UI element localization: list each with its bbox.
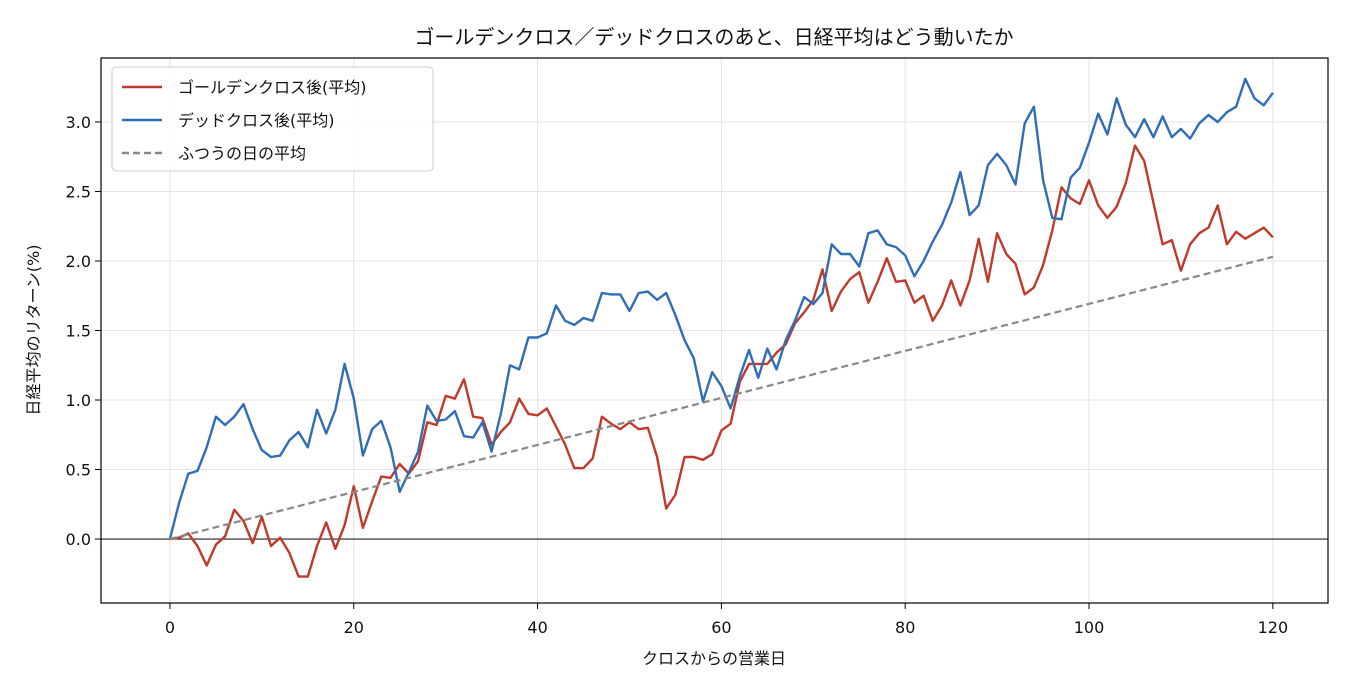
series-layer xyxy=(168,77,1274,578)
legend-box xyxy=(111,66,434,172)
x-axis-title: クロスからの営業日 xyxy=(642,649,786,668)
y-tick-label: 2.0 xyxy=(66,252,91,271)
x-tick-label: 60 xyxy=(711,618,731,637)
y-axis-title: 日経平均のリターン(%) xyxy=(24,245,43,416)
x-tick-label: 120 xyxy=(1258,618,1289,637)
x-tick-label: 40 xyxy=(527,618,547,637)
x-tick-label: 80 xyxy=(895,618,915,637)
series-line-0 xyxy=(169,144,1274,578)
legend-label-2: ふつうの日の平均 xyxy=(178,144,306,163)
legend-label-1: デッドクロス後(平均) xyxy=(178,111,335,130)
series-line-1 xyxy=(168,77,1274,540)
y-tick-label: 1.5 xyxy=(66,322,91,341)
x-tick-label: 100 xyxy=(1074,618,1105,637)
y-tick-label: 0.0 xyxy=(66,530,91,549)
y-tick-labels: 0.0 0.5 1.0 1.5 2.0 2.5 3.0 xyxy=(66,113,101,549)
x-tick-label: 0 xyxy=(165,618,175,637)
y-tick-label: 3.0 xyxy=(66,113,91,132)
y-tick-label: 2.5 xyxy=(66,182,91,201)
y-tick-label: 0.5 xyxy=(66,461,91,480)
legend: ゴールデンクロス後(平均) デッドクロス後(平均) ふつうの日の平均 xyxy=(111,66,434,172)
x-tick-labels: 0 20 40 60 80 100 120 xyxy=(165,603,1288,637)
chart-title: ゴールデンクロス／デッドクロスのあと、日経平均はどう動いたか xyxy=(414,25,1013,49)
series-line-2 xyxy=(169,255,1274,541)
y-tick-label: 1.0 xyxy=(66,391,91,410)
legend-label-0: ゴールデンクロス後(平均) xyxy=(178,78,367,97)
x-tick-label: 20 xyxy=(344,618,364,637)
